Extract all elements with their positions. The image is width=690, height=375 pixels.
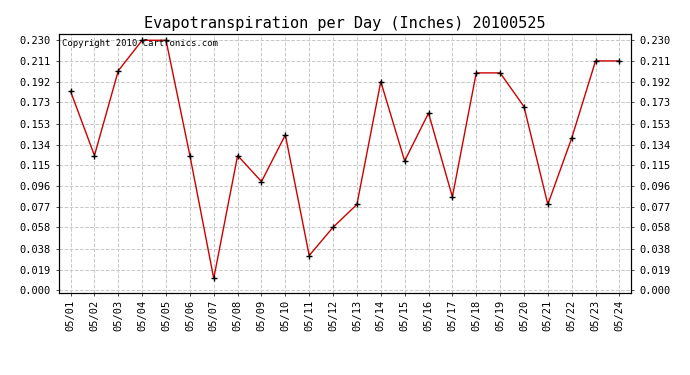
Text: Copyright 2010 Cartronics.com: Copyright 2010 Cartronics.com	[61, 39, 217, 48]
Title: Evapotranspiration per Day (Inches) 20100525: Evapotranspiration per Day (Inches) 2010…	[144, 16, 546, 31]
